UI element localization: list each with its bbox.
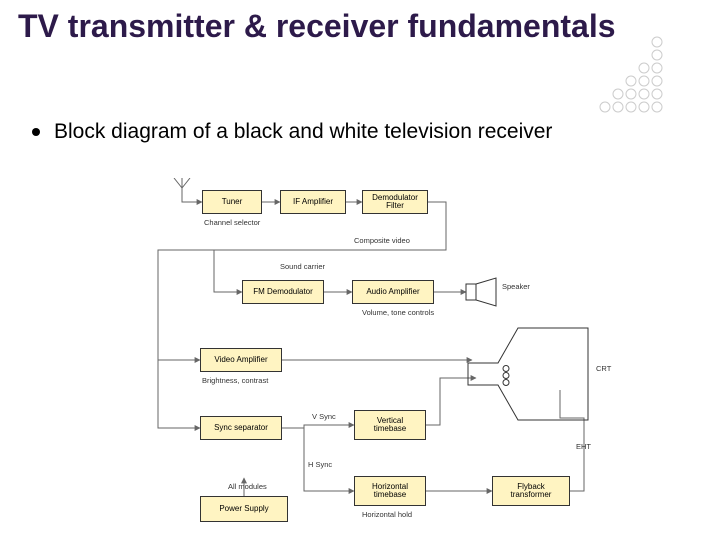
block-diagram: Tuner IF Amplifier DemodulatorFilter FM Dem… <box>140 178 670 523</box>
block-flyback: Flybacktransformer <box>492 476 570 506</box>
diagram-label: All modules <box>228 482 267 491</box>
decor-dots-icon <box>599 36 664 114</box>
diagram-label: Volume, tone controls <box>362 308 434 317</box>
bullet-text: Block diagram of a black and white telev… <box>54 120 552 144</box>
diagram-label: H Sync <box>308 460 332 469</box>
diagram-label: EHT <box>576 442 591 451</box>
block-demod: DemodulatorFilter <box>362 190 428 214</box>
block-vtimebase: Verticaltimebase <box>354 410 426 440</box>
diagram-label: Composite video <box>354 236 410 245</box>
block-psu: Power Supply <box>200 496 288 522</box>
block-audioamp: Audio Amplifier <box>352 280 434 304</box>
title-text: TV transmitter & receiver fundamentals <box>18 8 616 44</box>
diagram-label: Brightness, contrast <box>202 376 268 385</box>
diagram-label: Channel selector <box>204 218 260 227</box>
block-syncsep: Sync separator <box>200 416 282 440</box>
block-videoamp: Video Amplifier <box>200 348 282 372</box>
bullet-item: Block diagram of a black and white telev… <box>32 120 552 144</box>
page-title: TV transmitter & receiver fundamentals <box>18 8 616 45</box>
bullet-dot-icon <box>32 128 40 136</box>
diagram-label: CRT <box>596 364 611 373</box>
diagram-label: Horizontal hold <box>362 510 412 519</box>
block-ifamp: IF Amplifier <box>280 190 346 214</box>
diagram-label: Speaker <box>502 282 530 291</box>
diagram-label: Sound carrier <box>280 262 325 271</box>
block-tuner: Tuner <box>202 190 262 214</box>
diagram-label: V Sync <box>312 412 336 421</box>
block-htimebase: Horizontaltimebase <box>354 476 426 506</box>
block-fmdemod: FM Demodulator <box>242 280 324 304</box>
